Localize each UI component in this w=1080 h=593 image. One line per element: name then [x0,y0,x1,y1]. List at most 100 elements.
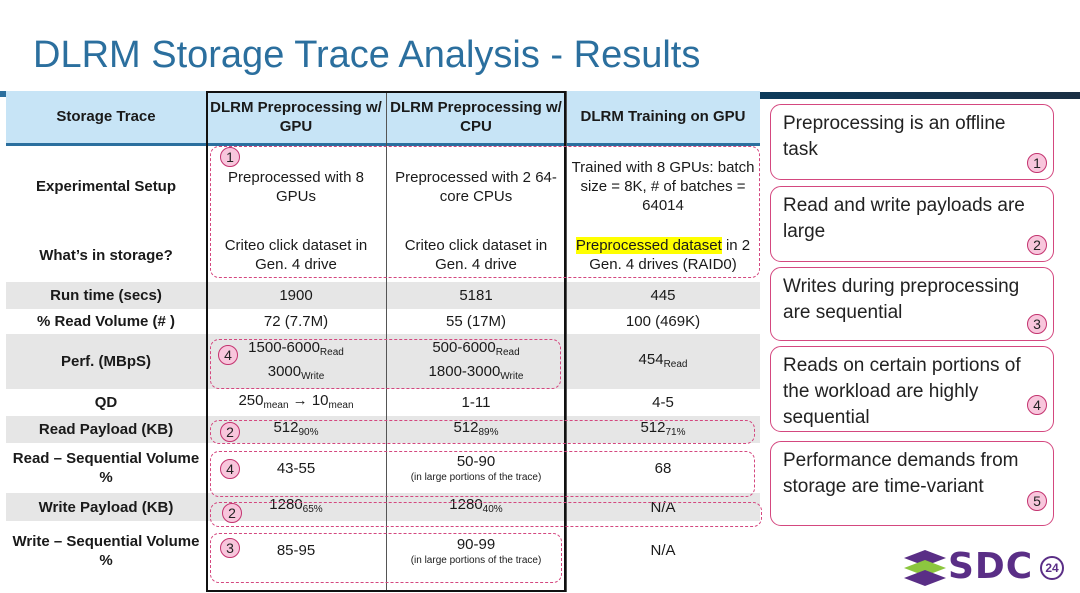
marker-2: 2 [222,503,242,523]
table-cell: 51289% [386,416,566,443]
title-rule-right [760,92,1080,99]
table-row: Read Payload (KB) 51290% 51289% 51271% [6,416,760,443]
note-number: 2 [1027,235,1047,255]
table-cell: 1500-6000Read 3000Write [206,334,386,389]
note-box: Read and write payloads are large 2 [770,186,1054,262]
table-cell: 55 (17M) [445,313,507,330]
note-box: Writes during preprocessing are sequenti… [770,267,1054,341]
subscript: mean [328,399,354,411]
table-cell: 4-5 [652,394,674,411]
table-row: Perf. (MBpS) 1500-6000Read 3000Write 500-… [6,334,760,389]
row-label: Experimental Setup [6,144,206,228]
table-cell: 454Read [566,334,760,389]
note-text: Writes during preprocessing are sequenti… [783,276,1020,323]
header-preproc-cpu: DLRM Preprocessing w/ CPU [386,91,566,144]
table-row: What’s in storage? Criteo click dataset … [6,228,760,282]
table-cell: Criteo click dataset in Gen. 4 drive [404,237,548,273]
note-box: Performance demands from storage are tim… [770,441,1054,526]
subscript: mean [263,399,289,411]
row-label: Run time (secs) [6,282,206,309]
table-cell: 68 [654,459,672,477]
cell-text: 512 [453,418,479,436]
marker-4: 4 [220,459,240,479]
note-text: Reads on certain portions of the workloa… [783,355,1021,428]
header-storage-trace: Storage Trace [6,91,206,144]
subscript: Read [319,346,344,358]
subscript: 65% [302,504,323,515]
cell-text: 3000 [267,362,302,380]
subscript: 90% [298,426,319,438]
marker-4: 4 [218,345,238,365]
cell-note: (in large portions of the trace) [410,554,542,566]
table-cell: 128040% [386,493,566,521]
marker-1: 1 [220,147,240,167]
table-row: Write – Sequential Volume % 85-95 90-99(… [6,521,760,580]
note-number: 5 [1027,491,1047,511]
note-text: Preprocessing is an offline task [783,113,1006,160]
subscript: Read [495,346,520,358]
cell-text: 50-90 [456,453,496,470]
table-cell: 43-55 [276,459,316,477]
row-label: What’s in storage? [6,228,206,282]
cell-text: 1280 [269,496,303,513]
arrow-icon: → [288,391,312,409]
note-number: 1 [1027,153,1047,173]
header-preproc-gpu: DLRM Preprocessing w/ GPU [206,91,386,144]
note-box: Preprocessing is an offline task 1 [770,104,1054,180]
subscript: 40% [482,504,503,515]
table-cell: 100 (469K) [625,313,701,330]
row-label: Read – Sequential Volume % [6,443,206,493]
logo-text: SDC [948,546,1034,587]
header-training-gpu: DLRM Training on GPU [566,91,760,144]
table-cell: 51271% [566,416,760,443]
table-cell: Preprocessed with 2 64-core CPUs [395,168,557,205]
cell-text: 512 [640,418,666,436]
row-label: QD [6,389,206,416]
cell-text: in 2 Gen. 4 drives (RAID0) [589,237,751,273]
cell-text: 454 [638,350,664,368]
highlighted-text: Preprocessed dataset [575,237,722,254]
table-row: Read – Sequential Volume % 43-55 50-90 (i… [6,443,760,493]
sdc-logo: SDC [904,546,1064,587]
subscript: 71% [665,426,686,438]
table-cell: Criteo click dataset in Gen. 4 drive [224,237,368,273]
cell-note: (in large portions of the trace) [410,472,542,483]
note-number: 4 [1027,395,1047,415]
subscript: Write [500,370,524,382]
row-label: Write – Sequential Volume % [6,521,206,580]
table-cell: 1-11 [461,394,491,411]
cell-text: 1280 [449,496,483,513]
table-row: % Read Volume (# ) 72 (7.7M) 55 (17M) 10… [6,309,760,334]
table-cell: 445 [566,282,760,309]
table-cell: 250mean → 10mean [206,389,386,416]
table-row: Write Payload (KB) 128065% 128040% N/A [6,493,760,521]
table-row: Experimental Setup Preprocessed with 8 G… [6,144,760,228]
subscript: 89% [478,426,499,438]
row-label: % Read Volume (# ) [6,309,206,334]
table-cell: Preprocessed with 8 GPUs [228,168,364,205]
table-cell: 500-6000Read 1800-3000Write [386,334,566,389]
table-cell: 1900 [206,282,386,309]
marker-2: 2 [220,422,240,442]
title-rule-left [0,91,8,97]
table-row: QD 250mean → 10mean 1-11 4-5 [6,389,760,416]
cell-text: 10 [311,391,329,409]
note-box: Reads on certain portions of the workloa… [770,346,1054,432]
note-number: 3 [1027,314,1047,334]
table-cell: Trained with 8 GPUs: batch size = 8K, # … [571,159,755,215]
subscript: Write [301,370,325,382]
row-label: Perf. (MBpS) [6,334,206,389]
cell-text: 90-99 [456,535,496,553]
note-text: Read and write payloads are large [783,195,1025,242]
table-cell: 50-90 (in large portions of the trace) [386,443,566,493]
table-cell: N/A [650,542,676,559]
row-label: Read Payload (KB) [6,416,206,443]
table-cell: 85-95 [276,542,316,559]
marker-3: 3 [220,538,240,558]
table-row: Run time (secs) 1900 5181 445 [6,282,760,309]
cell-text: 512 [273,418,299,436]
table-cell: 5181 [386,282,566,309]
cell-text: 250 [238,391,264,409]
table-cell: Preprocessed dataset in 2 Gen. 4 drives … [566,228,760,282]
results-table: Storage Trace DLRM Preprocessing w/ GPU … [6,91,760,580]
